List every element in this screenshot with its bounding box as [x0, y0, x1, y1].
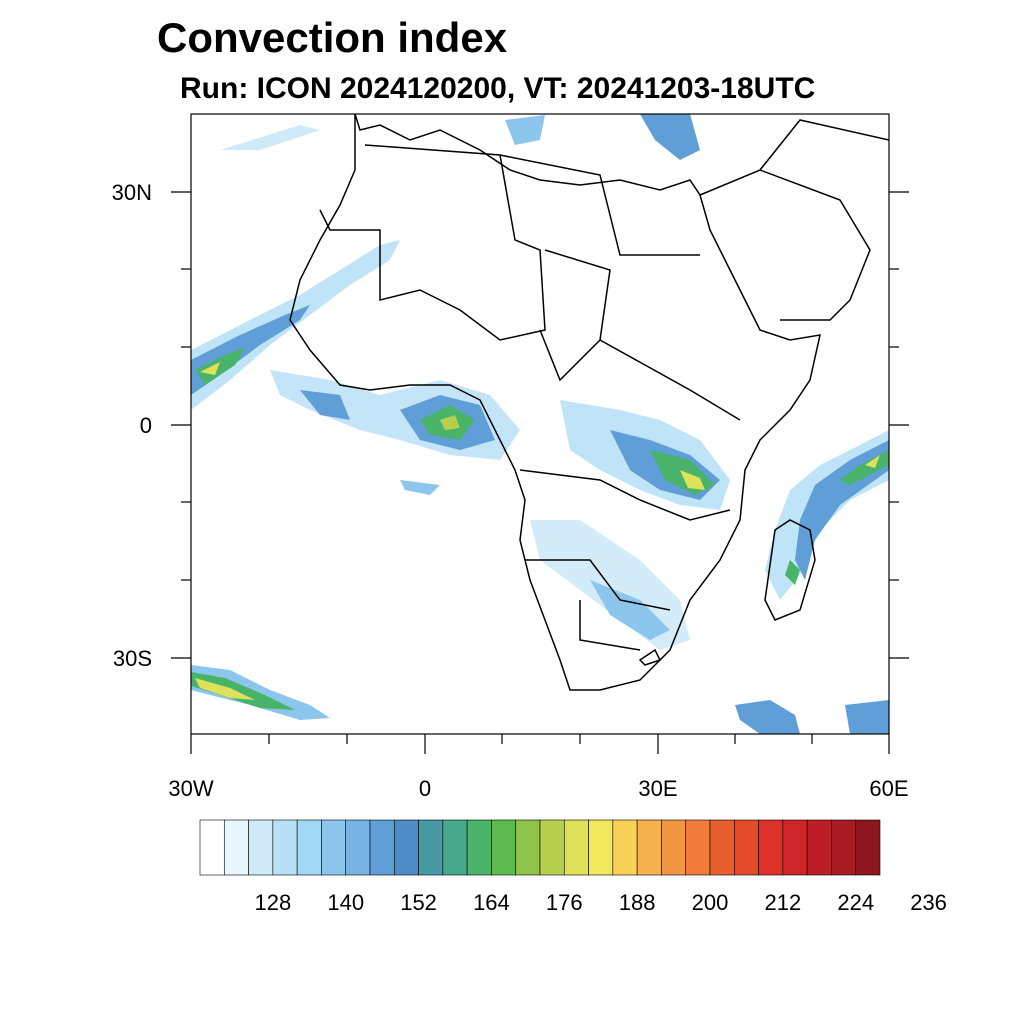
colorbar-swatch: [442, 819, 468, 876]
convection-field: [191, 114, 889, 734]
colorbar-swatch: [588, 819, 614, 876]
colorbar-swatch: [758, 819, 784, 876]
colorbar-swatch: [563, 819, 589, 876]
colorbar-swatch: [418, 819, 444, 876]
colorbar-swatch: [685, 819, 711, 876]
colorbar-swatch: [272, 819, 298, 876]
colorbar-label: 140: [327, 890, 365, 915]
lon-label-30e: 30E: [638, 776, 678, 801]
colorbar-swatch: [709, 819, 735, 876]
colorbar-swatch: [636, 819, 662, 876]
colorbar-label: 128: [254, 890, 292, 915]
colorbar-swatch: [855, 819, 881, 876]
colorbar-swatch: [296, 819, 322, 876]
colorbar-swatch: [806, 819, 832, 876]
colorbar-swatch: [369, 819, 395, 876]
lat-label-0: 0: [139, 413, 152, 438]
lat-label-30s: 30S: [112, 646, 152, 671]
colorbar-swatch: [223, 819, 249, 876]
colorbar-label: 152: [400, 890, 437, 915]
lon-label-0: 0: [418, 776, 432, 801]
colorbar-swatch: [199, 819, 225, 876]
colorbar-swatch: [345, 819, 371, 876]
lat-label-30n: 30N: [111, 180, 152, 205]
colorbar-swatch: [321, 819, 347, 876]
colorbar-swatch: [733, 819, 759, 876]
colorbar-swatch: [539, 819, 565, 876]
axis-ticks: [171, 191, 909, 754]
colorbar-label: 236: [910, 890, 947, 915]
plot-frame: [190, 113, 890, 735]
lon-label-60e: 60E: [869, 776, 909, 801]
colorbar-swatch: [515, 819, 541, 876]
colorbar-swatch: [831, 819, 857, 876]
colorbar-swatch: [393, 819, 419, 876]
colorbar-swatch: [661, 819, 687, 876]
colorbar-label: 212: [764, 890, 802, 915]
colorbar-label: 200: [691, 890, 729, 915]
lon-label-30w: 30W: [168, 776, 214, 801]
colorbar-swatch: [491, 819, 517, 876]
colorbar-label: 164: [473, 890, 510, 915]
colorbar-swatch: [782, 819, 808, 876]
colorbar-label: 176: [545, 890, 583, 915]
chart-subtitle: Run: ICON 2024120200, VT: 20241203-18UTC: [180, 72, 816, 105]
colorbar-label: 188: [618, 890, 656, 915]
colorbar-swatch: [248, 819, 274, 876]
colorbar-swatch: [466, 819, 492, 876]
colorbar-label: 224: [837, 890, 875, 915]
chart-title: Convection index: [157, 14, 508, 61]
colorbar-swatch: [612, 819, 638, 876]
colorbar: [199, 819, 881, 876]
coastlines: [289, 114, 889, 691]
